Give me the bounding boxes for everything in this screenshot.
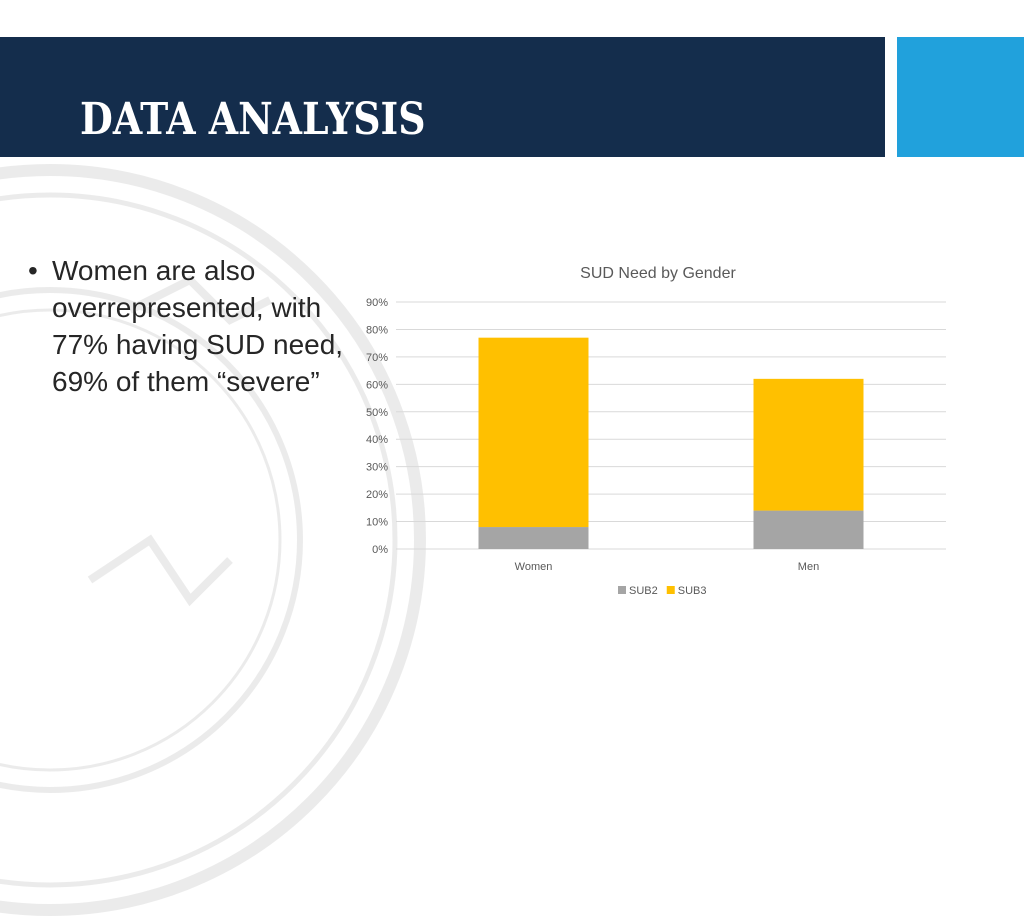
accent-bar [897, 37, 1024, 157]
y-tick-label: 50% [366, 407, 388, 419]
legend-swatch-sub3 [666, 586, 675, 594]
chart-title: SUD Need by Gender [580, 265, 736, 282]
y-tick-label: 10% [366, 517, 388, 529]
y-tick-label: 80% [366, 324, 388, 336]
bar-sub2-women [478, 527, 589, 549]
bullet-item: • Women are also overrepresented, with 7… [28, 252, 358, 400]
y-tick-label: 40% [366, 434, 388, 446]
y-tick-label: 20% [366, 489, 388, 501]
slide-title: DATA ANALYSIS [80, 94, 426, 145]
title-bar [0, 37, 885, 157]
y-tick-label: 70% [366, 352, 388, 364]
stacked-bar-chart: SUD Need by Gender 0% 10% 20% 30% 40% 50% 60% 70… [366, 265, 946, 597]
y-tick-label: 0% [372, 544, 388, 556]
bar-sub2-men [753, 510, 864, 549]
legend-swatch-sub2 [618, 586, 626, 594]
bar-sub3-women [478, 337, 589, 528]
x-tick-label: Men [798, 561, 819, 573]
y-tick-label: 30% [366, 462, 388, 474]
y-tick-label: 60% [366, 379, 388, 391]
chart-area: SUD Need by Gender 0% 10% 20% 30% 40% 50% 60% 70… [340, 250, 980, 620]
bar-sub3-men [753, 378, 864, 511]
legend-label: SUB3 [678, 585, 707, 597]
y-tick-label: 90% [366, 297, 388, 309]
legend-label: SUB2 [629, 585, 658, 597]
bullet-text: Women are also overrepresented, with 77%… [52, 255, 344, 397]
x-tick-label: Women [515, 561, 553, 573]
bullet-list: • Women are also overrepresented, with 7… [28, 252, 358, 400]
bullet-dot-icon: • [28, 255, 38, 286]
